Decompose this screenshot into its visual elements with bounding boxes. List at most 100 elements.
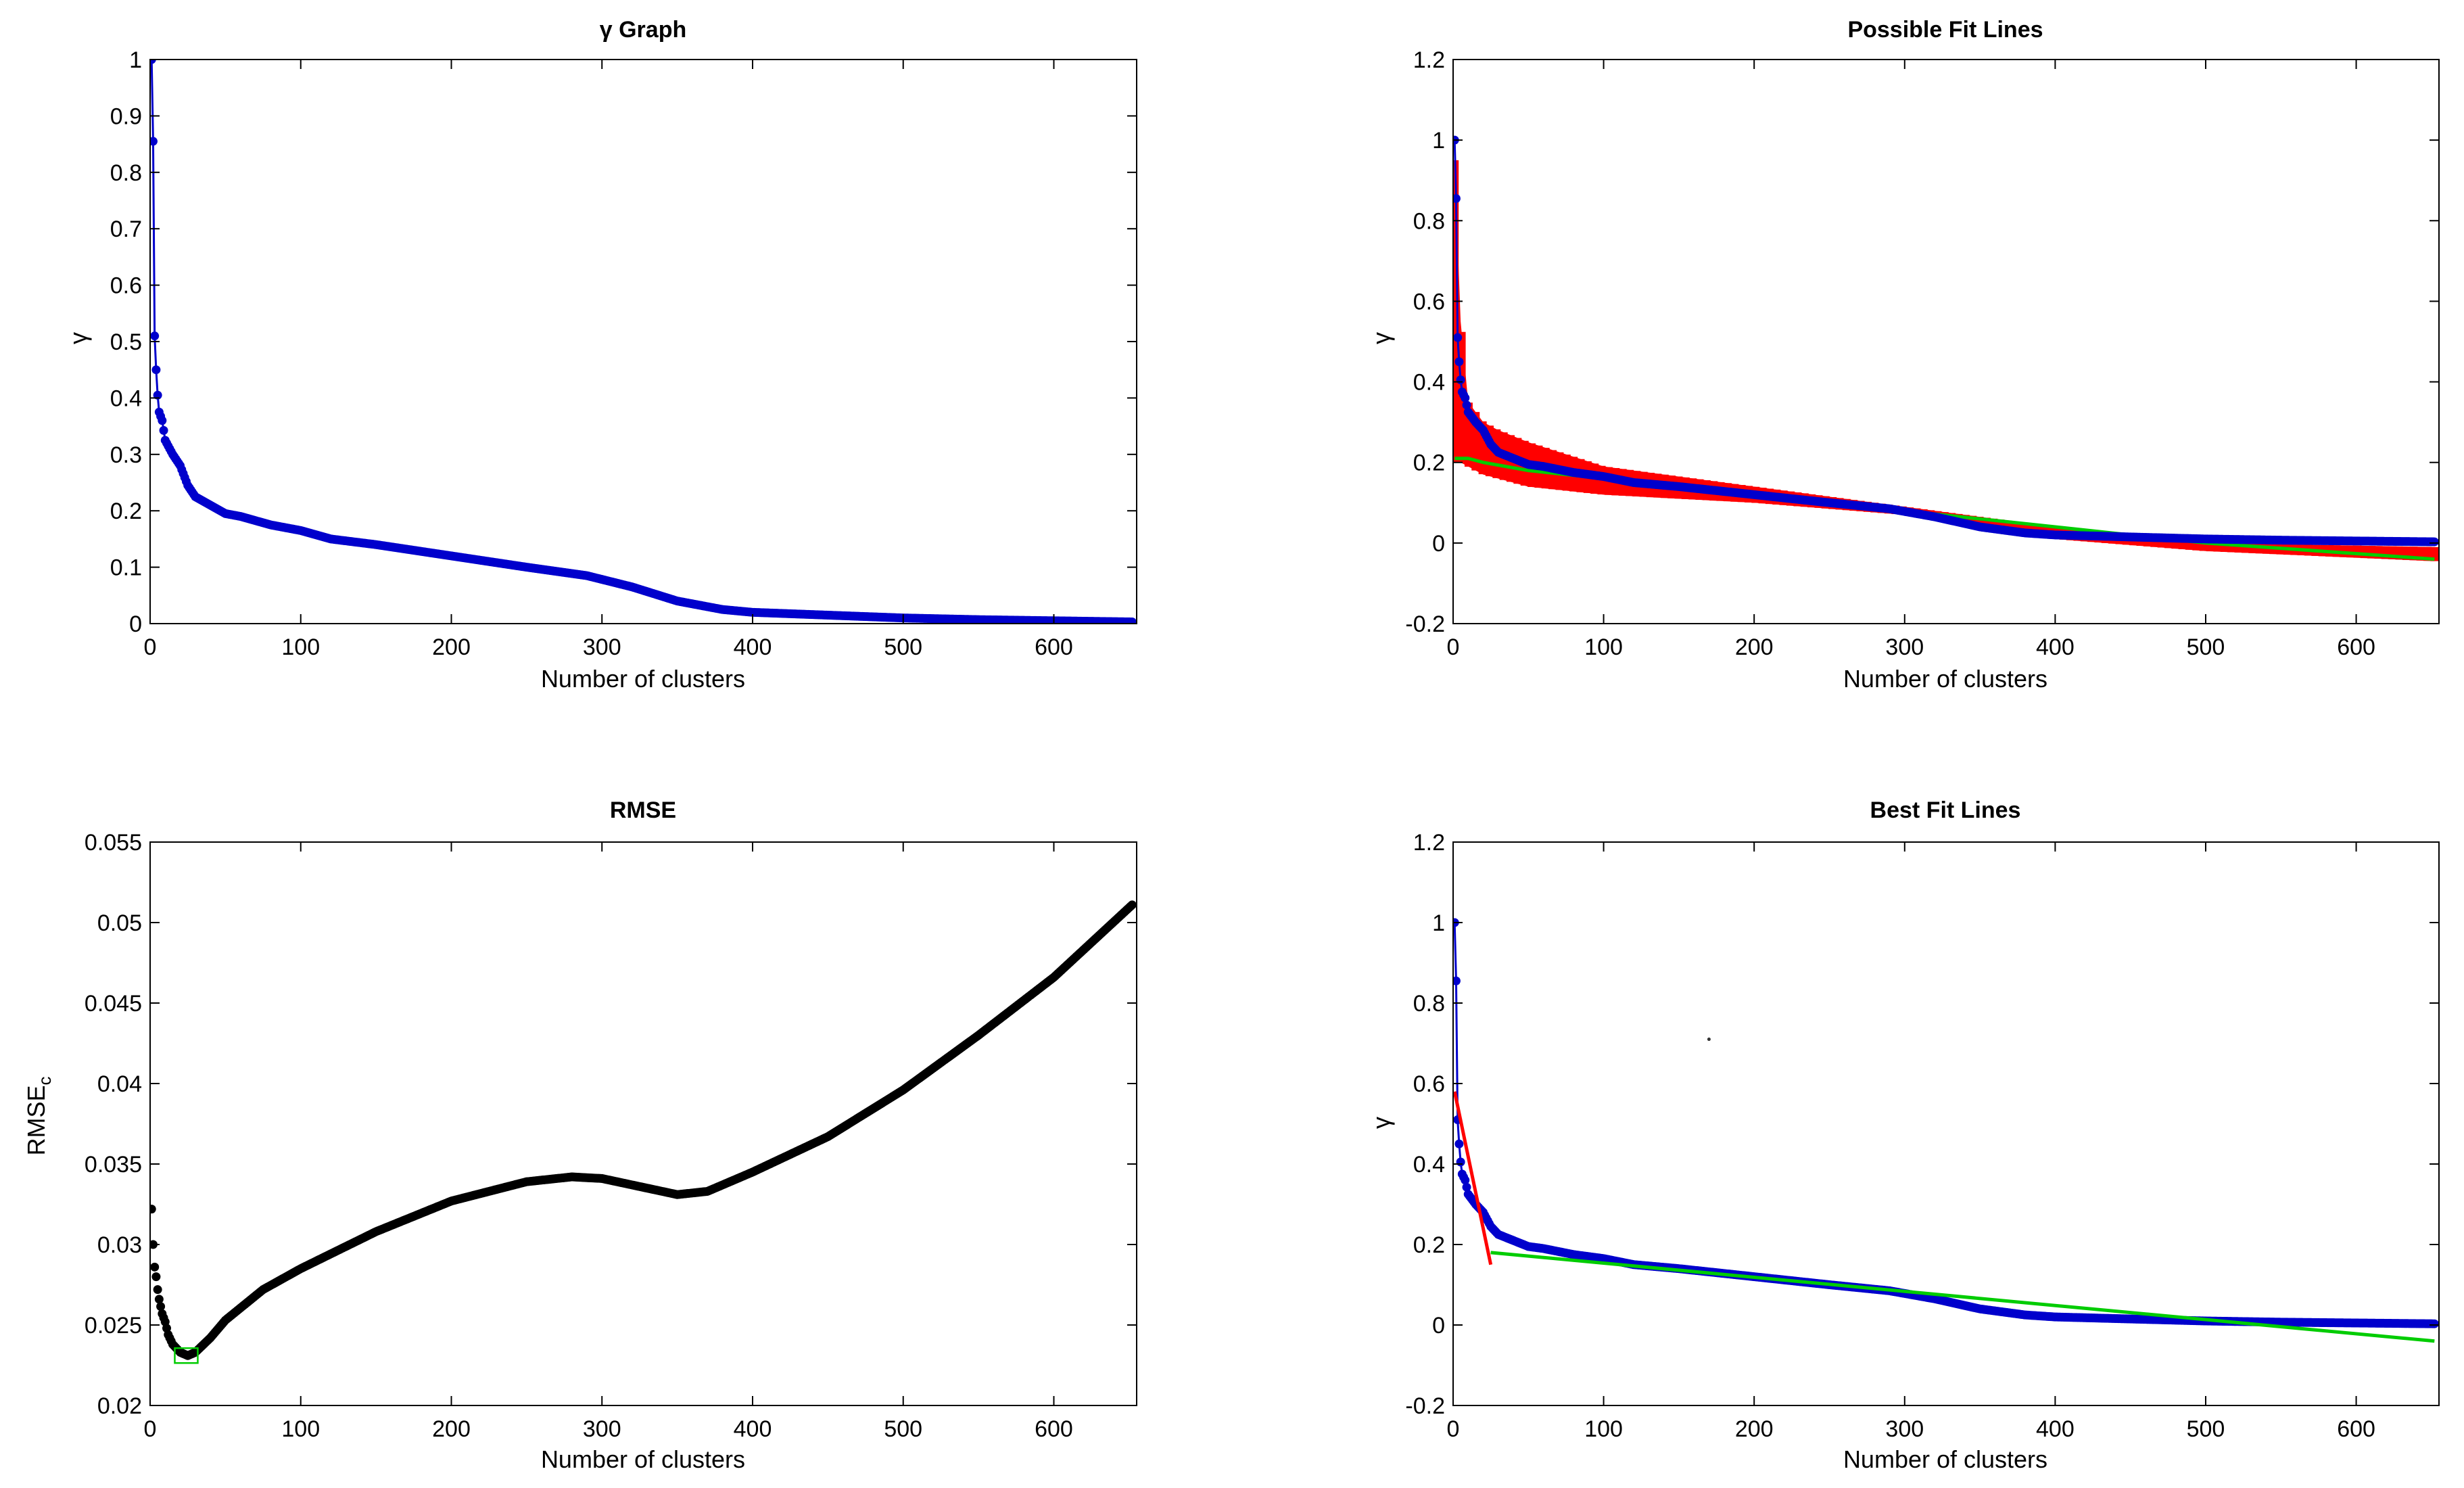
y-tick-label: 0.9 — [110, 103, 142, 129]
data-point — [151, 365, 161, 375]
data-point — [150, 331, 160, 341]
data-layer — [1453, 918, 2439, 1343]
y-tick-label: 0.03 — [97, 1232, 142, 1258]
x-tick-label: 200 — [432, 1416, 471, 1442]
x-tick-label: 300 — [1885, 634, 1924, 660]
data-layer — [150, 60, 1137, 624]
data-point — [1127, 900, 1137, 910]
data-point — [153, 1285, 162, 1295]
y-tick-label: 1 — [1432, 910, 1445, 936]
y-tick-label: -0.2 — [1405, 611, 1445, 637]
x-tick-label: 500 — [2187, 634, 2225, 660]
y-axis-label: RMSEc — [22, 1076, 55, 1155]
y-tick-label: 0.6 — [1413, 289, 1445, 315]
panel-gamma-graph: γ Graph 0 100 200 300 400 500 600 0 0.1 0.2 0.3 0.4… — [64, 17, 1137, 693]
fit-line — [1453, 1091, 1493, 1265]
axes-box — [1452, 841, 2440, 1406]
panel-title: RMSE — [610, 797, 676, 823]
y-tick-label: 0.6 — [110, 273, 142, 299]
x-tick-label: 200 — [1735, 1416, 1774, 1442]
fit-line — [1490, 1251, 2435, 1343]
x-tick-label: 600 — [1035, 634, 1073, 660]
data-point — [1462, 400, 1471, 410]
data-point — [1456, 1157, 1465, 1167]
y-tick-label: 0.7 — [110, 216, 142, 242]
x-tick-label: 0 — [144, 1416, 157, 1442]
data-point — [150, 60, 156, 64]
y-tick-label: 0 — [129, 611, 142, 637]
y-tick-label: 0.8 — [1413, 208, 1445, 234]
data-point — [1453, 194, 1461, 204]
plot-area: 0 100 200 300 400 500 600 0 0.1 0.2 0.3 0.4 0.5 0.6 0.… — [110, 47, 1137, 660]
x-tick-label: 400 — [2036, 1416, 2075, 1442]
y-tick-label: 0.055 — [85, 830, 142, 856]
y-tick-label: 0.035 — [85, 1152, 142, 1178]
x-tick-label: 0 — [144, 634, 157, 660]
data-point — [156, 1302, 166, 1311]
y-tick-label: 0.02 — [97, 1393, 142, 1419]
y-tick-label: 0.05 — [97, 910, 142, 936]
y-tick-label: 0.1 — [110, 555, 142, 581]
y-tick-label: 0.045 — [85, 991, 142, 1017]
x-tick-label: 500 — [884, 634, 922, 660]
y-tick-label: 0.04 — [97, 1071, 142, 1097]
x-tick-label: 500 — [2187, 1416, 2225, 1442]
data-point — [159, 425, 168, 435]
x-tick-label: 0 — [1447, 1416, 1460, 1442]
data-point — [1461, 393, 1470, 402]
y-tick-label: 0.4 — [1413, 370, 1445, 396]
y-tick-label: 0 — [1432, 1313, 1445, 1339]
data-point — [154, 1295, 164, 1304]
data-point — [1454, 1139, 1464, 1148]
x-tick-label: 100 — [1584, 1416, 1623, 1442]
y-tick-label: 0 — [1432, 531, 1445, 557]
y-tick-label: 0.3 — [110, 442, 142, 468]
x-tick-label: 400 — [734, 634, 772, 660]
x-tick-label: 300 — [1885, 1416, 1924, 1442]
y-tick-label: 0.6 — [1413, 1071, 1445, 1097]
y-axis-label-main: RMSE — [22, 1085, 50, 1155]
data-point — [2430, 537, 2439, 547]
x-axis-label: Number of clusters — [1843, 665, 2047, 693]
data-point — [1453, 333, 1463, 342]
data-layer — [150, 900, 1137, 1364]
data-point — [150, 1205, 156, 1214]
data-point — [1454, 357, 1464, 367]
y-tick-label: 0.025 — [85, 1313, 142, 1339]
x-axis-label: Number of clusters — [541, 665, 745, 693]
data-point — [2430, 1319, 2439, 1328]
axes-box — [149, 841, 1137, 1406]
panel-rmse: RMSE 0 100 200 300 400 500 600 0.02 0.025 0.03 0.0… — [22, 797, 1137, 1473]
y-tick-label: 0.2 — [1413, 1232, 1445, 1258]
data-point — [1127, 617, 1137, 624]
y-tick-label: 0.8 — [1413, 991, 1445, 1017]
minimum-marker — [174, 1347, 199, 1364]
y-tick-label: 0.8 — [110, 160, 142, 186]
y-tick-label: 1 — [1432, 128, 1445, 154]
x-tick-label: 100 — [1584, 634, 1623, 660]
x-tick-label: 600 — [1035, 1416, 1073, 1442]
y-tick-label: 0.4 — [1413, 1152, 1445, 1178]
data-point — [1462, 1182, 1471, 1192]
data-point — [150, 137, 158, 146]
y-tick-label: 1.2 — [1413, 830, 1445, 856]
data-point — [1453, 976, 1461, 985]
stray-point — [1707, 1038, 1711, 1042]
x-tick-label: 400 — [734, 1416, 772, 1442]
y-tick-label: -0.2 — [1405, 1393, 1445, 1419]
y-tick-label: 0.5 — [110, 329, 142, 355]
x-tick-label: 300 — [583, 1416, 621, 1442]
x-axis-label: Number of clusters — [541, 1445, 745, 1473]
y-axis-label-subscript: c — [34, 1076, 55, 1085]
panel-title: Possible Fit Lines — [1847, 17, 2043, 43]
panel-title: γ Graph — [600, 17, 686, 43]
x-axis-label: Number of clusters — [1843, 1445, 2047, 1473]
data-point — [1456, 375, 1465, 385]
x-tick-label: 200 — [1735, 634, 1774, 660]
plot-area: 0 100 200 300 400 500 600 0.02 0.025 0.03 0.035 0.0… — [85, 830, 1137, 1442]
data-point — [151, 1272, 161, 1282]
data-layer — [1453, 135, 2439, 561]
axes-box — [1452, 59, 2440, 624]
